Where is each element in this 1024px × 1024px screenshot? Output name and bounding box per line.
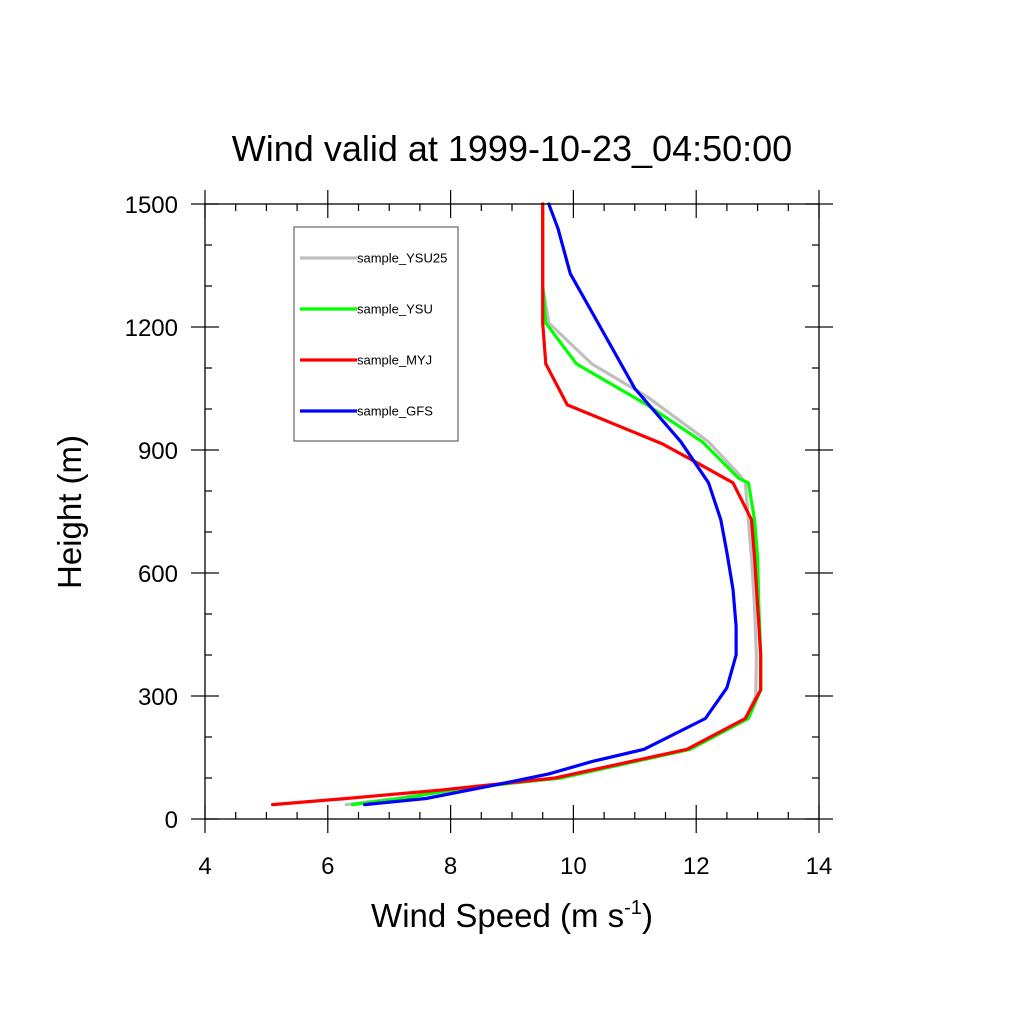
x-tick-label: 6 xyxy=(321,853,334,880)
chart-title: Wind valid at 1999-10-23_04:50:00 xyxy=(232,128,792,169)
y-tick-label: 0 xyxy=(165,807,178,834)
legend: sample_YSU25 sample_YSU sample_MYJ sample_G… xyxy=(293,226,459,442)
x-axis-label-main: Wind Speed (m s xyxy=(371,897,624,934)
y-tick-label: 900 xyxy=(138,438,178,465)
y-tick-label: 600 xyxy=(138,561,178,588)
series-line-sample_GFS xyxy=(363,202,738,807)
x-axis-label: Wind Speed (m s-1) xyxy=(371,897,653,934)
x-tick-label: 14 xyxy=(806,853,833,880)
y-axis-label: Height (m) xyxy=(51,435,88,589)
legend-label: sample_YSU25 xyxy=(357,251,447,266)
legend-label: sample_YSU xyxy=(357,302,433,317)
x-axis-label-superscript: -1 xyxy=(624,897,642,919)
x-axis-label-end: ) xyxy=(642,897,653,934)
series-line-sample_MYJ xyxy=(270,202,763,807)
series-layer xyxy=(270,202,763,807)
x-tick-label: 12 xyxy=(683,853,710,880)
y-tick-label: 300 xyxy=(138,684,178,711)
x-tick-label: 8 xyxy=(444,853,457,880)
y-tick-label: 1200 xyxy=(125,315,178,342)
legend-label: sample_GFS xyxy=(357,404,433,419)
x-tick-label: 4 xyxy=(198,853,211,880)
plot-frame xyxy=(204,203,820,820)
axes: 4 6 8 10 12 14 0 300 600 900 1200 1500 xyxy=(125,190,833,880)
y-tick-label: 1500 xyxy=(125,192,178,219)
legend-box xyxy=(293,226,459,442)
legend-label: sample_MYJ xyxy=(357,353,432,368)
x-tick-label: 10 xyxy=(560,853,587,880)
